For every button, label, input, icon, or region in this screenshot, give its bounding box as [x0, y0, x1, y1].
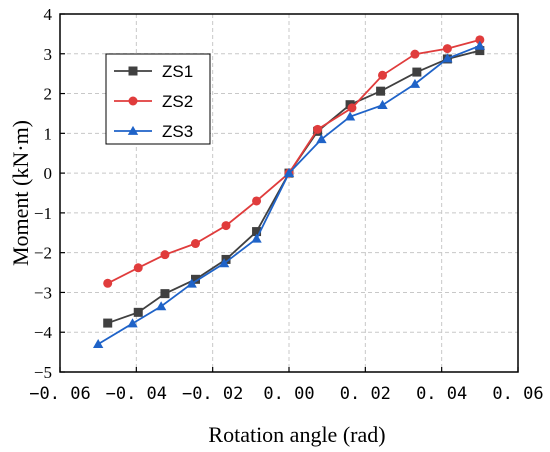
y-tick-label: 1	[44, 124, 53, 143]
y-tick-label: −3	[34, 283, 52, 302]
data-point	[347, 103, 357, 113]
x-tick-label: −0. 02	[182, 384, 243, 404]
y-tick-label: −5	[34, 363, 52, 382]
data-point	[218, 258, 230, 268]
data-point	[316, 134, 327, 144]
data-point	[186, 278, 197, 288]
data-point	[442, 44, 452, 54]
data-point	[409, 78, 421, 88]
y-tick-label: 0	[44, 164, 53, 183]
data-point	[127, 318, 138, 328]
data-point	[221, 221, 231, 231]
data-point	[92, 338, 104, 349]
data-point	[160, 250, 170, 260]
data-point	[475, 35, 485, 45]
data-point	[252, 196, 262, 206]
data-point	[410, 49, 420, 59]
data-point	[412, 67, 422, 77]
x-tick-label: −0. 06	[29, 384, 90, 404]
x-axis-title: Rotation angle (rad)	[208, 422, 385, 447]
data-point	[376, 86, 386, 96]
data-point	[378, 70, 388, 80]
legend: ZS1 ZS2 ZS3	[105, 53, 211, 145]
data-point	[474, 40, 486, 50]
legend-label: ZS2	[162, 92, 193, 111]
data-point	[475, 46, 485, 56]
legend-marker	[128, 96, 138, 106]
x-tick-label: −0. 04	[106, 384, 167, 404]
axis-ticks: −0. 06 −0. 04 −0. 02 0. 00 0. 02 0. 04 0. 06 −5…	[29, 5, 543, 404]
legend-item: ZS2	[114, 92, 193, 111]
data-point	[190, 274, 200, 284]
y-axis-title: Moment (kN·m)	[8, 120, 33, 266]
x-tick-label: 0. 00	[263, 384, 314, 404]
legend-item: ZS3	[114, 122, 193, 141]
data-point	[133, 263, 143, 273]
y-tick-label: −1	[34, 204, 52, 223]
series-ZS3	[92, 40, 486, 349]
y-tick-label: −2	[34, 244, 52, 263]
x-tick-label: 0. 04	[416, 384, 467, 404]
data-point	[221, 254, 231, 264]
data-point	[103, 318, 113, 328]
y-tick-label: 2	[44, 85, 53, 104]
data-point	[252, 227, 262, 237]
y-tick-label: 3	[44, 45, 53, 64]
data-point	[283, 167, 295, 177]
legend-marker	[127, 125, 139, 135]
legend-label: ZS1	[162, 62, 193, 81]
series-layer	[92, 35, 486, 349]
legend-item: ZS1	[114, 62, 193, 81]
legend-label: ZS3	[162, 122, 193, 141]
legend-marker	[128, 66, 138, 76]
data-point	[155, 301, 167, 311]
x-tick-label: 0. 02	[340, 384, 391, 404]
data-point	[313, 124, 323, 134]
data-point	[133, 307, 143, 317]
y-tick-label: 4	[44, 5, 53, 24]
y-tick-label: −4	[34, 323, 53, 342]
grid	[60, 14, 518, 372]
legend-box	[105, 53, 211, 145]
x-tick-label: 0. 06	[492, 384, 543, 404]
data-point	[190, 239, 200, 249]
data-point	[442, 53, 453, 63]
data-point	[251, 233, 262, 243]
data-point	[160, 289, 170, 299]
data-point	[103, 278, 113, 288]
data-point	[344, 111, 356, 121]
data-point	[377, 99, 388, 109]
